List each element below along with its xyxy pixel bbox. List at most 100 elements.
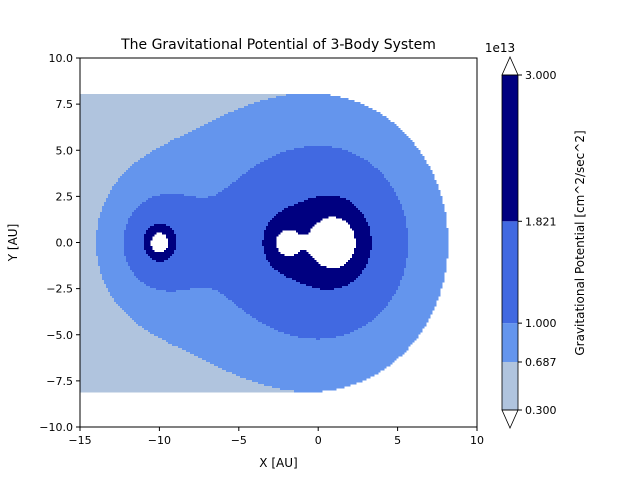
field-cell [218, 290, 397, 293]
field-cell [162, 338, 317, 341]
field-cell [408, 250, 449, 253]
colorbar-frame [501, 74, 519, 411]
field-cell [168, 238, 177, 241]
field-cell [80, 274, 103, 277]
field-cell [264, 230, 283, 233]
field-cell [348, 284, 401, 287]
field-cell [384, 176, 435, 179]
field-cell [346, 198, 399, 201]
field-cell [354, 252, 371, 255]
field-cell [408, 240, 449, 243]
field-cell [112, 186, 229, 189]
field-cell [140, 280, 297, 283]
field-cell [294, 204, 355, 207]
field-cell [80, 178, 119, 181]
field-cell [116, 182, 233, 185]
field-cell [394, 190, 441, 193]
field-cell [396, 192, 441, 195]
field-cell [144, 246, 153, 249]
field-cell [268, 98, 349, 101]
field-cell [80, 186, 113, 189]
field-cell [332, 146, 417, 149]
field-cell [236, 374, 375, 377]
field-cell [354, 232, 371, 235]
field-cell [354, 248, 373, 251]
field-cell [298, 232, 309, 235]
field-cell [400, 284, 443, 287]
field-cell [342, 286, 399, 289]
field-cell [80, 228, 99, 231]
field-cell [80, 200, 107, 203]
field-cell [98, 228, 127, 231]
x-tick-label: 5 [394, 434, 401, 447]
field-cell [238, 178, 387, 181]
field-cell [80, 286, 107, 289]
field-cell [80, 160, 139, 163]
field-cell [362, 270, 405, 273]
field-cell [254, 166, 375, 169]
field-cell [130, 316, 253, 319]
field-cell [144, 248, 153, 251]
field-cell [264, 160, 369, 163]
field-cell [374, 318, 429, 321]
field-cell [368, 258, 407, 261]
field-cell [102, 278, 139, 281]
field-cell [370, 254, 409, 257]
field-cell [364, 214, 405, 217]
field-cell [80, 158, 141, 161]
field-cell [292, 278, 357, 281]
field-cell [378, 314, 431, 317]
field-cell [226, 370, 381, 373]
field-cell [160, 194, 185, 197]
field-cell [368, 260, 407, 263]
field-cell [278, 270, 363, 273]
field-cell [136, 208, 285, 211]
field-cell [80, 380, 253, 383]
y-tick-label: 0.0 [56, 237, 74, 250]
field-cell [80, 372, 233, 375]
field-cell [344, 264, 367, 267]
field-cell [96, 244, 125, 247]
field-cell [116, 302, 235, 305]
field-cell [240, 376, 371, 379]
field-cell [96, 250, 125, 253]
field-cell [80, 310, 125, 313]
field-cell [80, 108, 239, 111]
field-cell [398, 196, 443, 199]
field-cell [98, 264, 129, 267]
field-cell [176, 290, 219, 293]
field-cell [306, 284, 349, 287]
field-cell [80, 296, 113, 299]
field-cell [264, 248, 279, 251]
field-cell [392, 298, 439, 301]
field-cell [156, 260, 165, 263]
field-cell [354, 234, 371, 237]
field-cell [80, 130, 193, 133]
y-axis-label: Y [AU] [6, 224, 20, 263]
field-cell [270, 220, 321, 223]
field-cell [80, 208, 103, 211]
y-tick-label: −5.0 [46, 329, 73, 342]
field-cell [80, 344, 173, 347]
field-cell [80, 232, 97, 235]
field-cell [262, 242, 277, 245]
field-cell [80, 164, 133, 167]
field-cell [360, 156, 425, 159]
field-cell [174, 138, 411, 141]
field-cell [80, 330, 149, 333]
field-cell [182, 348, 409, 351]
field-cell [102, 276, 137, 279]
field-cell [280, 388, 337, 391]
field-cell [252, 380, 363, 383]
field-cell [264, 252, 281, 255]
field-cell [406, 266, 447, 269]
x-tick-label: 0 [315, 434, 322, 447]
field-cell [334, 288, 399, 291]
field-cell [372, 244, 409, 247]
field-cell [372, 246, 409, 249]
field-cell [80, 318, 133, 321]
field-cell [172, 344, 411, 347]
field-cell [136, 322, 263, 325]
field-cell [80, 124, 205, 127]
field-cell [150, 286, 313, 289]
